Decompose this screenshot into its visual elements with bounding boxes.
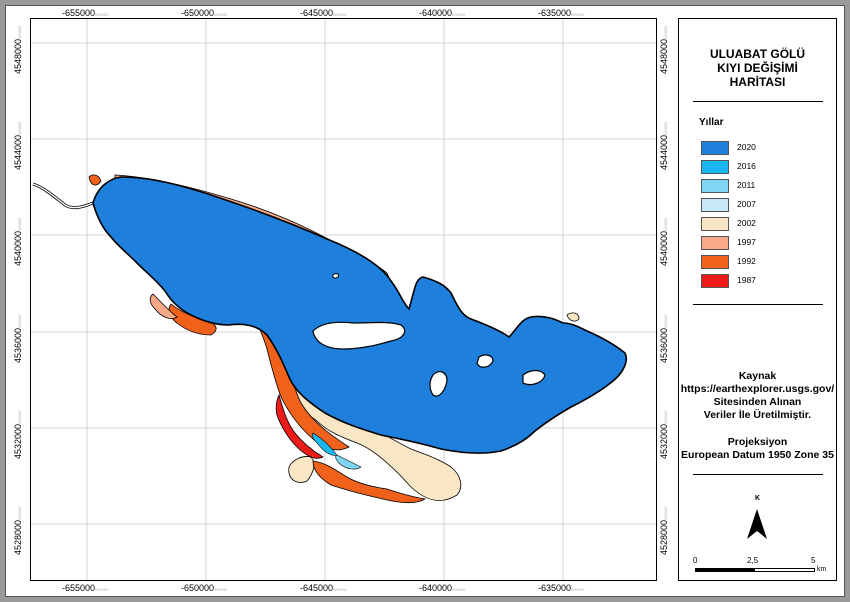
legend-swatch	[701, 179, 729, 193]
north-label: K	[754, 495, 761, 502]
y-tick-right-1: 4548000000000	[659, 25, 669, 74]
legend-label: 2016	[737, 161, 756, 171]
x-tick-bottom-5: -635000000000	[538, 583, 585, 593]
y-tick-left-6: 4528000000000	[13, 506, 23, 555]
scale-label-0: 0	[693, 556, 698, 565]
divider-top	[693, 101, 823, 102]
y-tick-left-2: 4544000000000	[13, 121, 23, 170]
legend-swatch	[701, 236, 729, 250]
north-arrow-icon	[747, 509, 767, 539]
shoreline-2016-inlet	[311, 432, 338, 456]
scale-unit: km	[817, 566, 827, 573]
x-tick-bottom-3: -645000000000	[300, 583, 347, 593]
lake-2020	[92, 176, 628, 454]
projection-heading: Projeksiyon	[727, 436, 788, 448]
island-large	[312, 321, 406, 350]
legend-label: 2002	[737, 218, 756, 228]
map-frame	[30, 18, 657, 581]
island-east	[476, 354, 494, 368]
legend-label: 1987	[737, 275, 756, 285]
x-tick-bottom-1: -655000000000	[62, 583, 109, 593]
source-url: https://earthexplorer.usgs.gov/	[680, 383, 835, 395]
y-tick-right-5: 4532000000000	[659, 410, 669, 459]
legend-swatch	[701, 217, 729, 231]
legend-swatch	[701, 198, 729, 212]
shoreline-1992-nw	[88, 174, 102, 186]
legend-label: 2011	[737, 180, 756, 190]
divider-bottom	[693, 474, 823, 475]
island-small	[429, 371, 448, 397]
scale-label-mid: 2,5	[747, 556, 759, 565]
x-tick-bottom-4: -640000000000	[419, 583, 466, 593]
y-tick-right-6: 4528000000000	[659, 506, 669, 555]
island-tiny	[332, 273, 339, 279]
legend-label: 1997	[737, 237, 756, 247]
x-tick-top-5: -635000000000	[538, 8, 585, 18]
shoreline-1997-west	[149, 293, 178, 319]
shoreline-2011-inlet	[335, 454, 362, 470]
legend-heading: Yıllar	[699, 117, 724, 128]
legend-swatch	[701, 274, 729, 288]
y-tick-left-1: 4548000000000	[13, 25, 23, 74]
legend-label: 2007	[737, 199, 756, 209]
source-heading: Kaynak	[738, 370, 777, 382]
map-title-line3: HARİTASI	[729, 75, 786, 89]
legend-swatch	[701, 160, 729, 174]
x-tick-top-1: -655000000000	[62, 8, 109, 18]
y-tick-right-2: 4544000000000	[659, 121, 669, 170]
scale-bar	[695, 568, 815, 572]
island-southeast	[522, 369, 546, 386]
x-tick-top-4: -640000000000	[419, 8, 466, 18]
y-tick-right-4: 4536000000000	[659, 314, 669, 363]
legend-label: 1992	[737, 256, 756, 266]
map-title-line2: KIYI DEĞİŞİMİ	[717, 61, 798, 75]
shoreline-1992-south	[312, 460, 427, 504]
shoreline-2002-ne	[566, 312, 580, 322]
legend-swatch	[701, 141, 729, 155]
legend-swatch	[701, 255, 729, 269]
y-tick-left-5: 4532000000000	[13, 410, 23, 459]
projection-text: European Datum 1950 Zone 35	[681, 449, 834, 461]
legend-panel: ULUABAT GÖLÜ KIYI DEĞİŞİMİ HARİTASI Yıll…	[678, 18, 837, 581]
shoreline-1987	[275, 393, 324, 459]
scale-label-max: 5	[811, 556, 816, 565]
x-tick-bottom-2: -650000000000	[181, 583, 228, 593]
shoreline-2002-south	[288, 456, 315, 483]
divider-middle	[693, 304, 823, 305]
x-tick-top-2: -650000000000	[181, 8, 228, 18]
map-sheet: -655000000000 -650000000000 -64500000000…	[5, 5, 845, 597]
source-line2: Sitesinden Alınan	[713, 396, 802, 408]
lake-map	[31, 19, 656, 580]
y-tick-left-4: 4536000000000	[13, 314, 23, 363]
source-line3: Veriler İle Üretilmiştir.	[703, 409, 812, 421]
map-title-line1: ULUABAT GÖLÜ	[709, 47, 806, 61]
x-tick-top-3: -645000000000	[300, 8, 347, 18]
legend-label: 2020	[737, 142, 756, 152]
y-tick-left-3: 4540000000000	[13, 217, 23, 266]
y-tick-right-3: 4540000000000	[659, 217, 669, 266]
